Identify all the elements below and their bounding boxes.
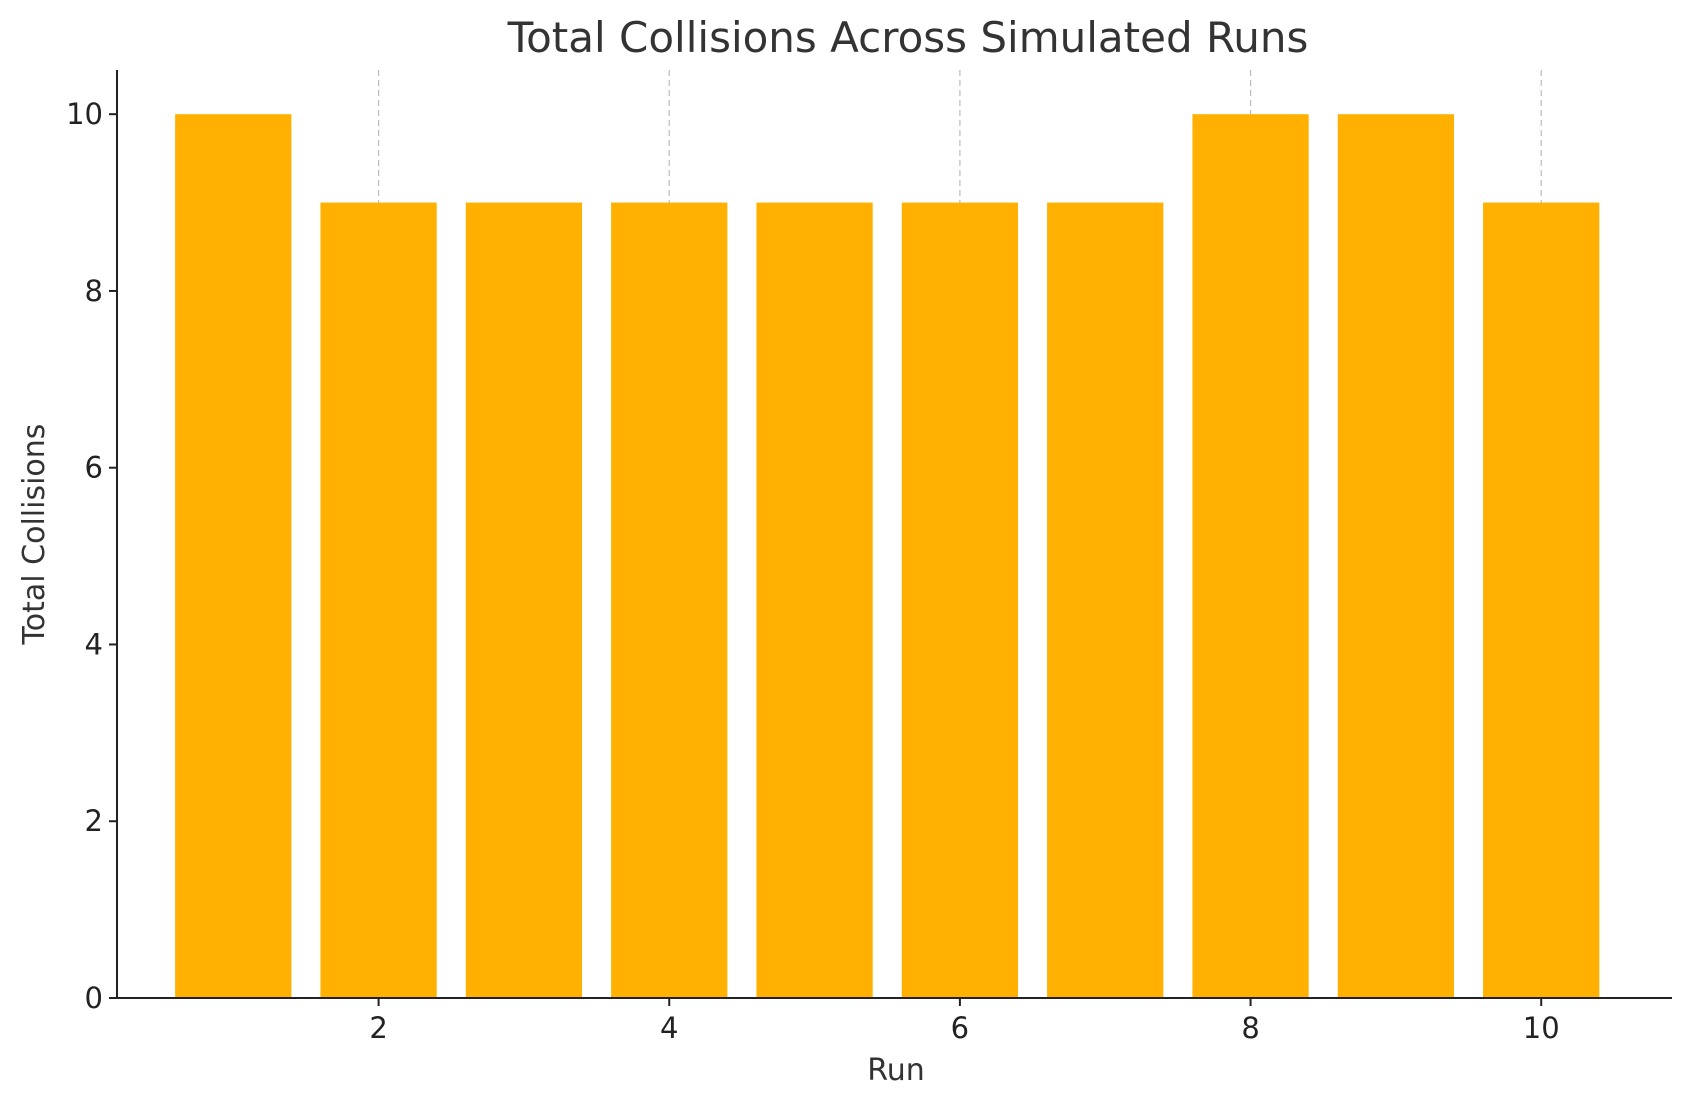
y-tick-label-10: 10 [66, 97, 103, 131]
bar-run-3 [465, 202, 583, 999]
bars [175, 114, 1600, 999]
bar-run-6 [901, 202, 1019, 999]
y-tick-label-6: 6 [85, 451, 103, 485]
bar-run-7 [1047, 202, 1164, 999]
x-tick-label-2: 2 [369, 1011, 387, 1045]
bar-run-10 [1483, 202, 1600, 999]
x-tick-label-10: 10 [1523, 1011, 1560, 1045]
x-tick-label-4: 4 [660, 1011, 678, 1045]
x-axis-label: Run [867, 1053, 925, 1088]
bar-run-1 [175, 114, 292, 998]
bar-run-4 [611, 202, 728, 999]
y-tick-label-2: 2 [85, 804, 103, 838]
y-tick-label-8: 8 [85, 274, 103, 308]
axes [116, 70, 1672, 999]
bar-run-2 [320, 202, 437, 999]
chart-title: Total Collisions Across Simulated Runs [507, 13, 1309, 62]
x-tick-label-8: 8 [1241, 1011, 1259, 1045]
bar-run-8 [1192, 114, 1309, 998]
y-tick-label-4: 4 [85, 627, 103, 661]
y-axis-ticks: 0 2 4 6 8 10 [66, 97, 117, 1015]
bar-run-9 [1337, 114, 1455, 998]
x-tick-label-6: 6 [951, 1011, 969, 1045]
bar-run-5 [756, 202, 873, 999]
y-tick-label-0: 0 [85, 981, 103, 1015]
x-axis-ticks: 2 4 6 8 10 [369, 998, 1560, 1045]
y-axis-label: Total Collisions [17, 424, 52, 646]
